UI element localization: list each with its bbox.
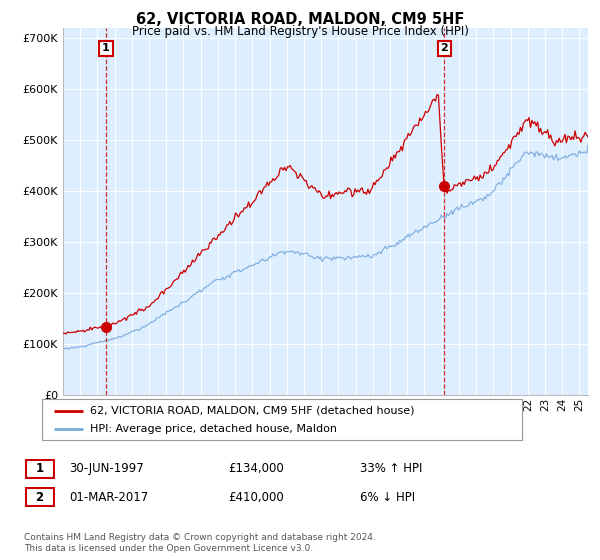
Text: 2: 2 <box>35 491 44 504</box>
Text: £410,000: £410,000 <box>228 491 284 504</box>
Text: 2: 2 <box>440 43 448 53</box>
Text: 30-JUN-1997: 30-JUN-1997 <box>69 462 144 475</box>
FancyBboxPatch shape <box>26 488 53 506</box>
Text: Price paid vs. HM Land Registry's House Price Index (HPI): Price paid vs. HM Land Registry's House … <box>131 25 469 38</box>
Text: 62, VICTORIA ROAD, MALDON, CM9 5HF (detached house): 62, VICTORIA ROAD, MALDON, CM9 5HF (deta… <box>90 405 415 416</box>
Text: Contains HM Land Registry data © Crown copyright and database right 2024.
This d: Contains HM Land Registry data © Crown c… <box>24 533 376 553</box>
Text: 6% ↓ HPI: 6% ↓ HPI <box>360 491 415 504</box>
Text: HPI: Average price, detached house, Maldon: HPI: Average price, detached house, Mald… <box>90 424 337 434</box>
Text: 62, VICTORIA ROAD, MALDON, CM9 5HF: 62, VICTORIA ROAD, MALDON, CM9 5HF <box>136 12 464 27</box>
FancyBboxPatch shape <box>26 460 53 478</box>
Text: 1: 1 <box>35 462 44 475</box>
Text: 1: 1 <box>102 43 110 53</box>
Text: 01-MAR-2017: 01-MAR-2017 <box>69 491 148 504</box>
Text: 33% ↑ HPI: 33% ↑ HPI <box>360 462 422 475</box>
Text: £134,000: £134,000 <box>228 462 284 475</box>
FancyBboxPatch shape <box>42 399 522 440</box>
